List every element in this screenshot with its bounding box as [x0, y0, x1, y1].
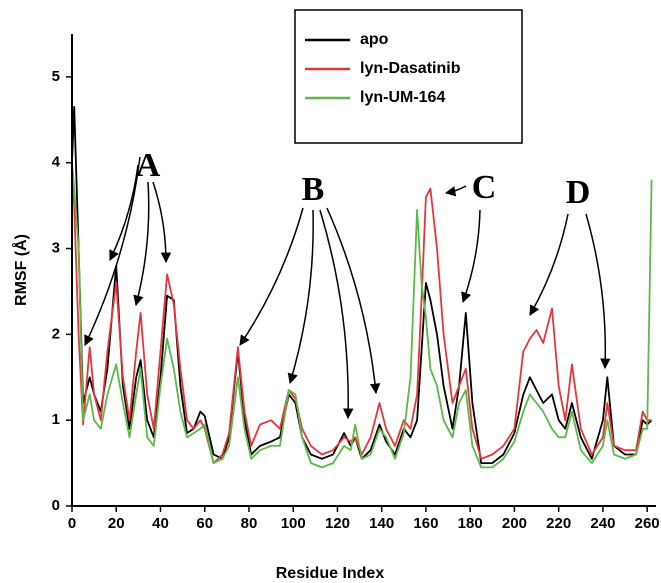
- annotation-arrow: [239, 207, 304, 346]
- annotation-arrow: [326, 207, 381, 395]
- annotation-arrow: [109, 164, 139, 261]
- y-tick-label: 1: [52, 411, 60, 428]
- x-tick-label: 260: [635, 515, 660, 532]
- x-tick-label: 180: [458, 515, 483, 532]
- legend-label: apo: [360, 31, 389, 48]
- x-tick-label: 200: [502, 515, 527, 532]
- x-tick-label: 140: [369, 515, 394, 532]
- y-tick-label: 3: [52, 240, 60, 257]
- annotation: B: [302, 171, 325, 208]
- y-tick-label: 2: [52, 325, 60, 342]
- x-tick-label: 120: [325, 515, 350, 532]
- x-tick-label: 0: [68, 515, 76, 532]
- annotation: D: [566, 174, 591, 211]
- legend-label: lyn-Dasatinib: [360, 60, 461, 77]
- x-tick-label: 220: [546, 515, 571, 532]
- series-line: [71, 171, 652, 464]
- y-tick-label: 5: [52, 68, 60, 85]
- x-tick-label: 240: [590, 515, 615, 532]
- y-axis-label: RMSF (Å): [11, 234, 30, 306]
- annotation-arrow: [84, 156, 141, 346]
- annotation-arrow: [133, 181, 150, 307]
- series-line: [71, 162, 653, 469]
- annotation: A: [136, 147, 161, 184]
- x-tick-label: 100: [281, 515, 306, 532]
- annotation-arrow: [444, 185, 467, 197]
- x-tick-label: 160: [413, 515, 438, 532]
- annotation-arrow: [529, 213, 569, 316]
- x-tick-label: 40: [152, 515, 169, 532]
- y-tick-label: 0: [52, 497, 60, 514]
- x-tick-label: 60: [196, 515, 213, 532]
- legend-box: [294, 9, 523, 144]
- annotation-arrow: [585, 213, 611, 370]
- annotation-arrow: [319, 209, 354, 420]
- legend-label: lyn-UM-164: [360, 89, 445, 106]
- y-tick-label: 4: [52, 154, 61, 171]
- annotation-arrow: [287, 209, 314, 385]
- x-tick-label: 20: [108, 515, 125, 532]
- annotation-arrow: [152, 181, 172, 264]
- x-tick-label: 80: [241, 515, 258, 532]
- x-axis-label: Residue Index: [276, 565, 385, 582]
- annotation-arrow: [461, 209, 481, 303]
- annotation: C: [472, 169, 497, 206]
